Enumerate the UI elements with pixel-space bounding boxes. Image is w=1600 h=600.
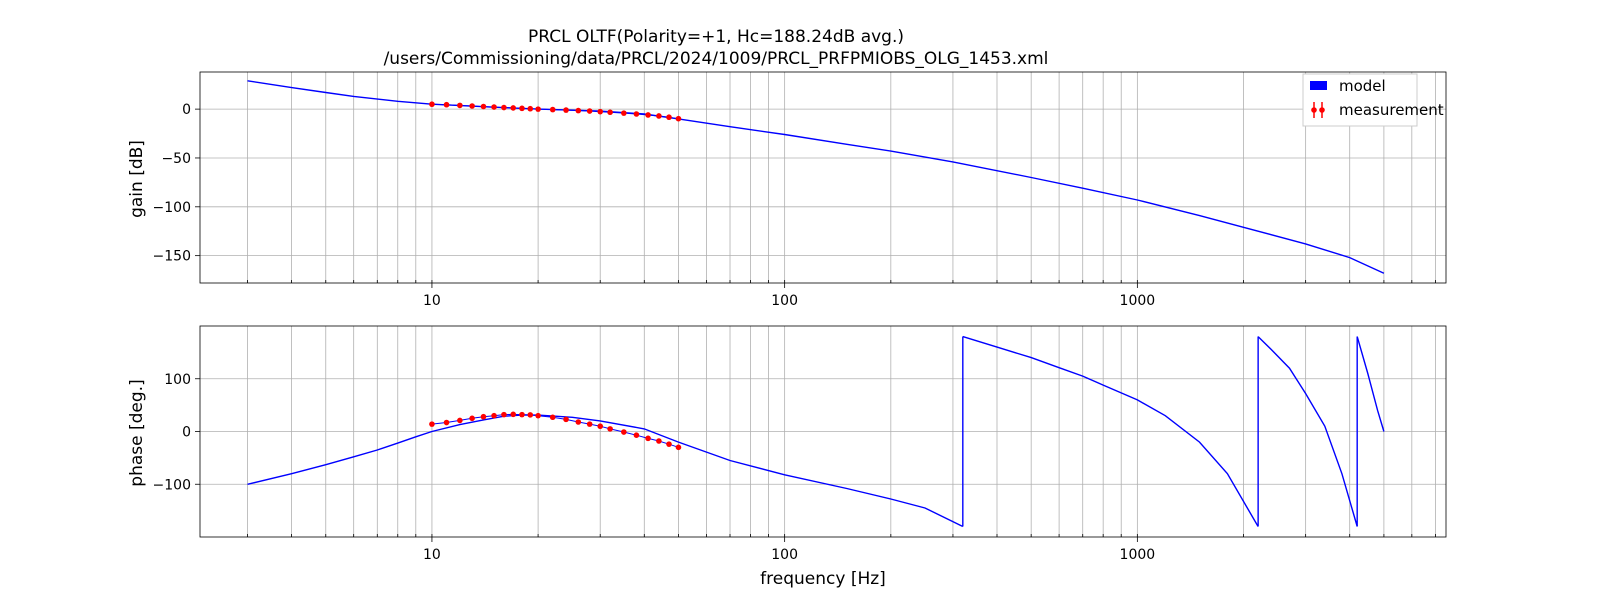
gain-y-tick-label: −150 — [153, 249, 191, 265]
gain-measurement-point — [586, 108, 593, 114]
phase-measurement-point — [457, 417, 463, 424]
gain-y-tick-label: −100 — [153, 200, 191, 216]
legend-measurement-marker — [1311, 107, 1317, 113]
phase-x-tick-label: 100 — [771, 547, 798, 563]
x-axis-label: frequency [Hz] — [760, 569, 886, 589]
phase-measurement-point — [607, 426, 613, 432]
gain-measurement-point — [597, 108, 604, 115]
gain-measurement-point — [666, 114, 672, 121]
gain-axes-frame — [199, 71, 1447, 284]
gain-measurement-point — [527, 105, 534, 112]
phase-model-line — [1356, 336, 1385, 432]
phase-measurement-point — [621, 429, 627, 435]
gain-measurement-point — [501, 104, 507, 111]
gain-x-tick-label: 10 — [423, 293, 441, 309]
gain-x-tick-label: 100 — [771, 293, 798, 309]
legend-model-label: model — [1339, 77, 1386, 95]
gain-y-tick-label: −50 — [161, 151, 191, 167]
phase-measurement-point — [549, 414, 556, 421]
phase-measurement-point — [469, 415, 475, 422]
phase-model-line — [962, 335, 1259, 527]
gain-y-axis-label: gain [dB] — [127, 140, 147, 218]
gain-measurement-point — [607, 109, 613, 116]
gain-measurement-point — [429, 101, 435, 108]
phase-measurement-point — [597, 423, 604, 430]
gain-measurement-point — [621, 110, 627, 116]
gain-measurement-point — [645, 112, 651, 118]
phase-y-tick-label: 0 — [182, 425, 191, 441]
gain-y-tick-label: 0 — [182, 102, 191, 118]
phase-measurement-point — [575, 419, 582, 425]
gain-measurement-point — [443, 101, 450, 108]
gain-measurement-point — [480, 103, 487, 110]
phase-measurement-line — [431, 413, 679, 448]
phase-measurement-point — [501, 411, 507, 418]
phase-y-tick-label: −100 — [153, 477, 191, 493]
gain-measurement-point — [491, 104, 497, 110]
gain-measurement-point — [563, 107, 569, 113]
gain-measurement-point — [510, 105, 517, 111]
phase-y-tick-label: 100 — [164, 372, 191, 388]
phase-measurement-point — [586, 421, 593, 427]
phase-axes-frame — [199, 325, 1447, 538]
gain-measurement-point — [656, 113, 662, 119]
phase-measurement-point — [633, 432, 640, 438]
gain-measurement-point — [535, 106, 541, 112]
gain-measurement-point — [633, 111, 640, 117]
phase-model-line — [1257, 336, 1358, 527]
gain-panel: 0 −50 −100 −150 10 100 1000 — [153, 71, 1447, 309]
phase-measurement-point — [443, 419, 450, 426]
phase-measurement-point — [535, 412, 541, 419]
gain-measurement-point — [457, 102, 463, 109]
chart-title: PRCL OLTF(Polarity=+1, Hc=188.24dB avg.) — [528, 27, 904, 47]
phase-measurement-point — [675, 444, 682, 451]
gain-measurement-point — [575, 107, 582, 114]
gain-model-line — [247, 80, 1385, 274]
chart-subtitle: /users/Commissioning/data/PRCL/2024/1009… — [384, 49, 1049, 69]
gain-measurement-point — [519, 105, 525, 112]
phase-measurement-point — [429, 421, 435, 427]
phase-x-tick-label: 1000 — [1120, 547, 1156, 563]
phase-measurement-point — [563, 416, 569, 423]
legend-model-swatch — [1310, 81, 1327, 90]
phase-x-tick-label: 10 — [423, 547, 441, 563]
gain-measurement-point — [469, 103, 475, 109]
phase-measurement-point — [519, 411, 525, 418]
phase-y-axis-label: phase [deg.] — [127, 379, 147, 486]
gain-measurement-point — [549, 106, 556, 113]
phase-measurement-point — [480, 413, 487, 420]
phase-measurement-point — [510, 411, 517, 418]
phase-measurement-point — [656, 438, 662, 444]
gain-measurement-point — [675, 115, 682, 122]
phase-measurement-point — [645, 435, 651, 442]
gain-x-tick-label: 1000 — [1120, 293, 1156, 309]
phase-measurement-point — [491, 412, 497, 419]
phase-measurement-point — [527, 412, 534, 418]
legend-measurement-label: measurement — [1339, 101, 1444, 119]
legend-measurement-marker — [1319, 107, 1325, 113]
phase-measurement-point — [666, 441, 672, 447]
legend: model measurement — [1302, 73, 1444, 127]
